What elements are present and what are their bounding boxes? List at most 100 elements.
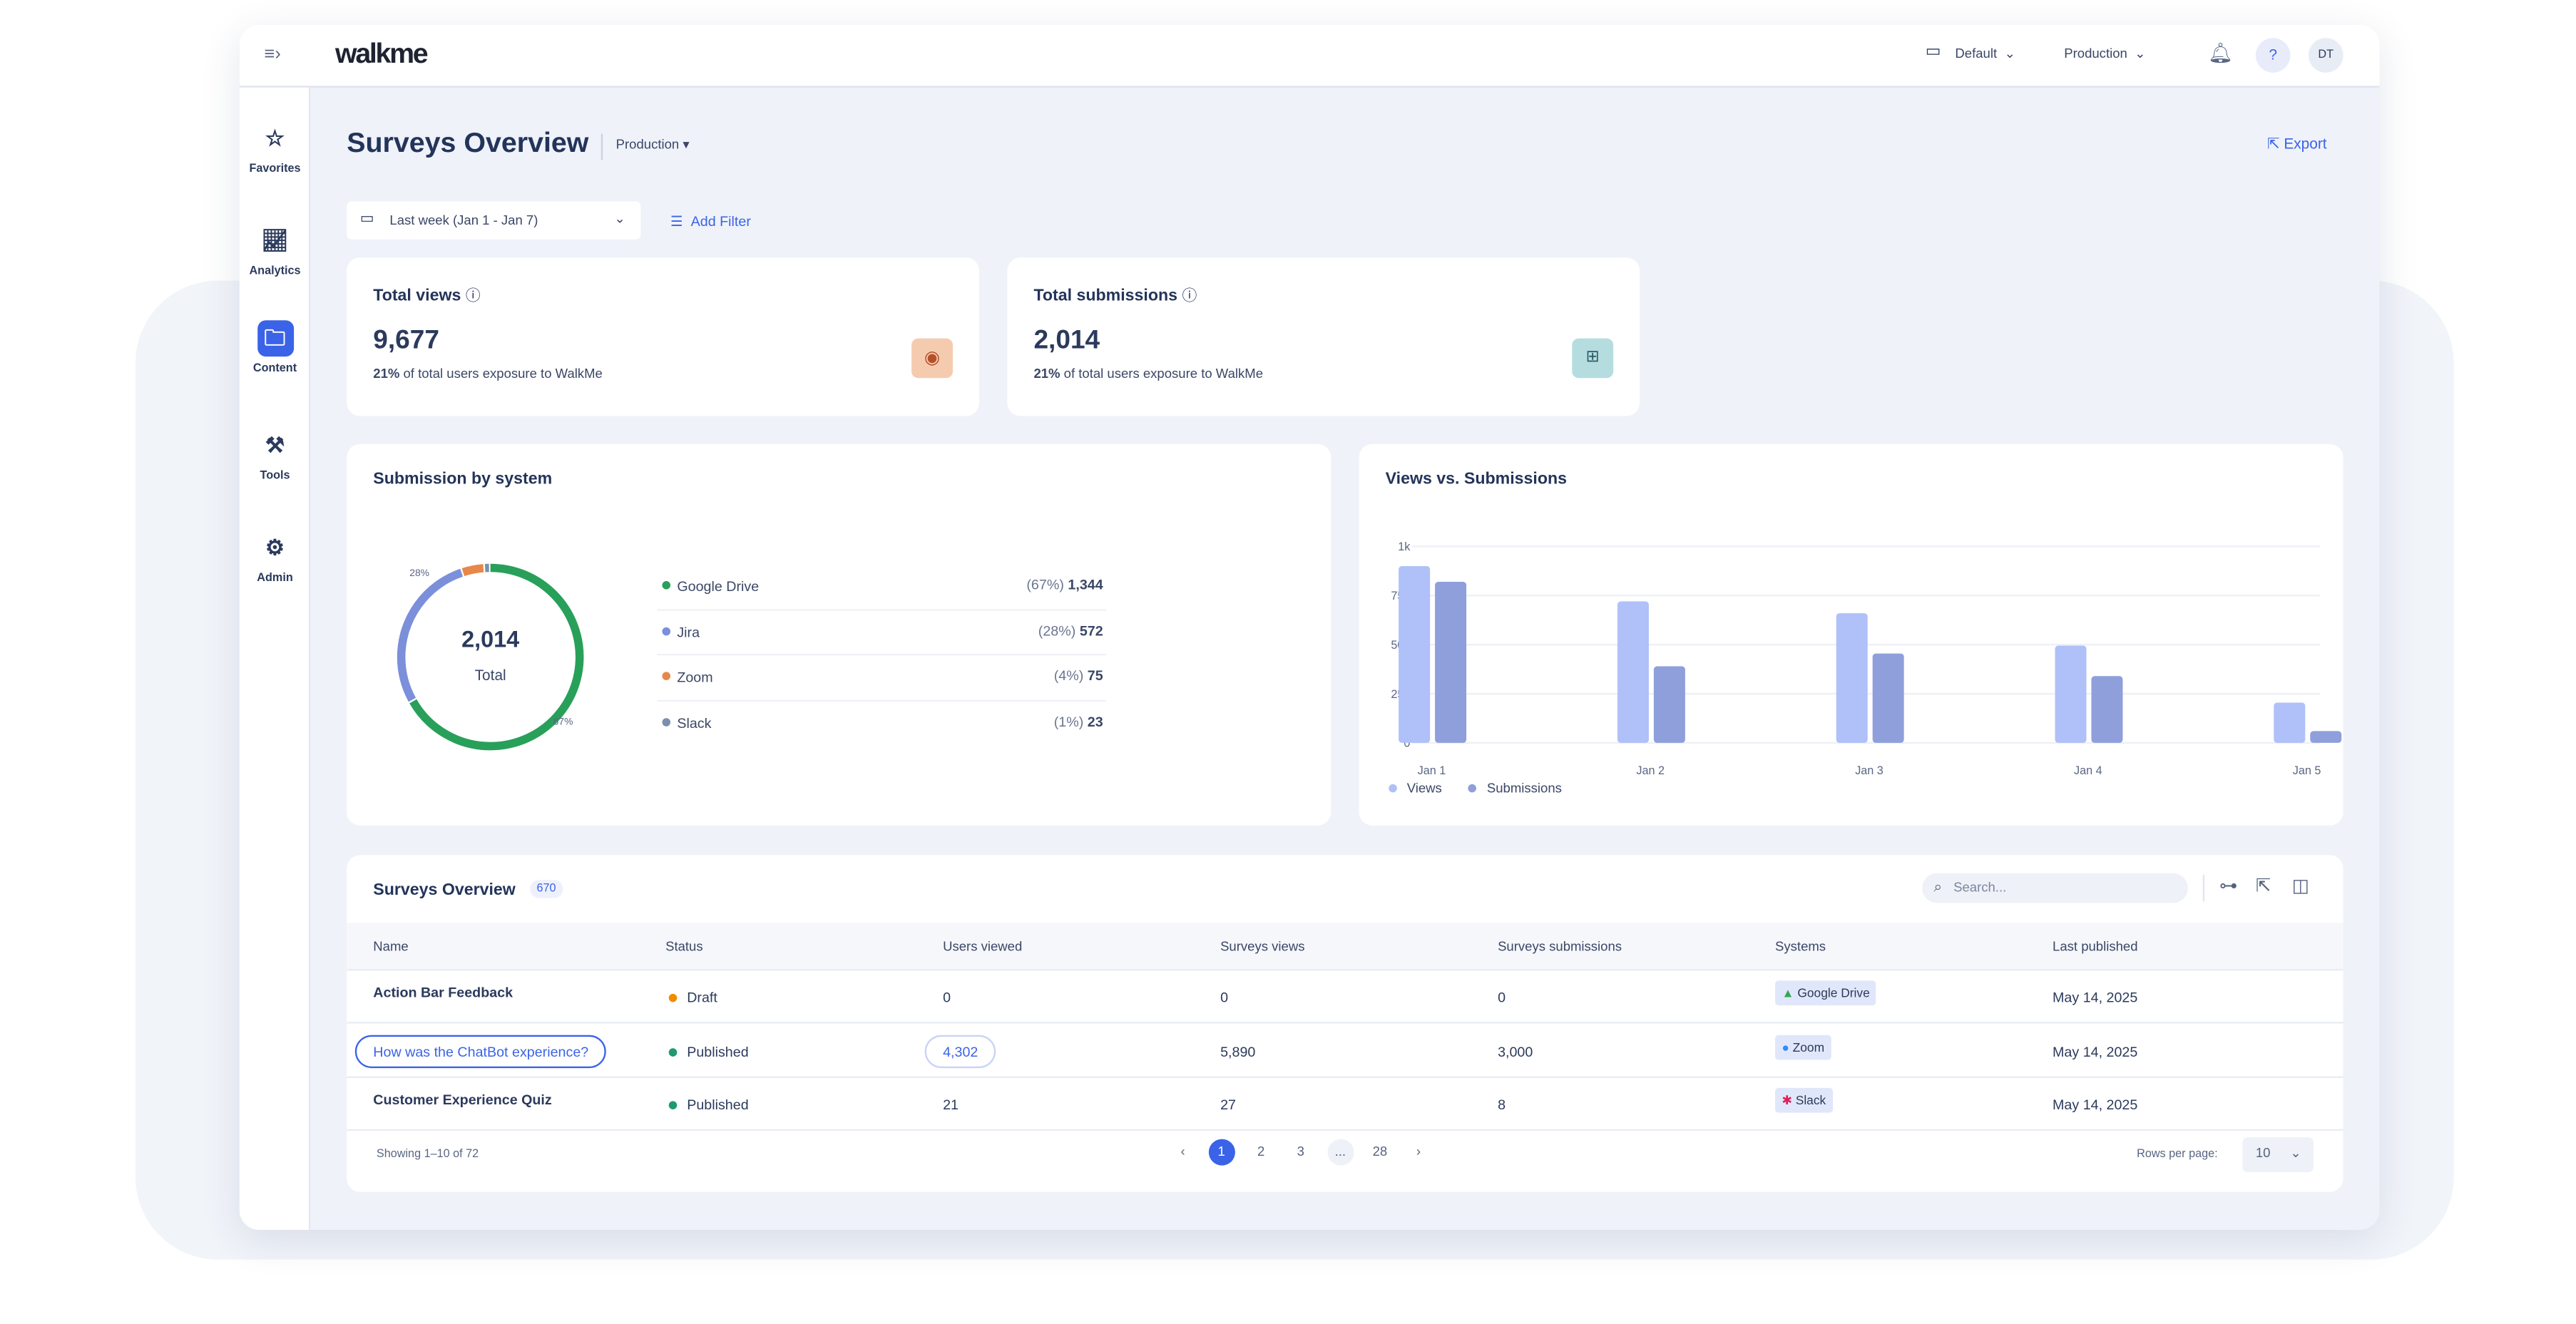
system-label: Slack <box>1795 1092 1826 1108</box>
status-dot <box>668 994 678 1003</box>
bar-views-jan-5[interactable] <box>2274 702 2306 743</box>
last-published: May 14, 2025 <box>2053 988 2138 1006</box>
survey-submissions: 3,000 <box>1498 1042 1533 1059</box>
environment-selector[interactable]: Production ⌄ <box>2064 46 2146 61</box>
divider <box>600 133 603 160</box>
status-label: Draft <box>687 988 717 1006</box>
page-28-button[interactable]: 28 <box>1372 1144 1388 1159</box>
bar-views-jan-3[interactable] <box>1836 613 1868 743</box>
legend-views[interactable]: Views <box>1389 781 1442 796</box>
help-button[interactable]: ? <box>2255 38 2291 73</box>
sidebar-item-content[interactable]: 🗀 Content <box>240 320 311 375</box>
status-badge: Draft <box>668 988 717 1006</box>
sidebar-label: Analytics <box>249 265 301 277</box>
rows-per-page-select[interactable]: 10 ⌄ <box>2242 1137 2314 1172</box>
kpi-value: 9,677 <box>373 327 440 355</box>
pagination: ‹ 1 2 3... 28 › <box>1181 1139 1421 1166</box>
star-icon: ☆ <box>265 125 285 150</box>
table-row[interactable]: Action Bar Feedback Draft 0 0 0 ▲ Google Driv… <box>347 970 2344 1024</box>
folder-icon: 🗀 <box>257 320 293 357</box>
add-filter-button[interactable]: ☰ Add Filter <box>670 213 751 231</box>
page-3-button[interactable]: 3 <box>1297 1144 1304 1159</box>
column-header[interactable]: Status <box>665 939 703 955</box>
date-range-picker[interactable]: ▭ Last week (Jan 1 - Jan 7) ⌄ <box>347 201 641 240</box>
menu-toggle-icon[interactable]: ≡› <box>264 44 281 65</box>
donut-total: 2,014 <box>461 625 520 652</box>
column-header[interactable]: Surveys submissions <box>1498 939 1622 955</box>
legend-pct: (67%) <box>1026 576 1064 593</box>
slack-icon: ✱ <box>1782 1092 1792 1108</box>
view-selector[interactable]: Default ⌄ <box>1955 46 2015 61</box>
legend-value: 75 <box>1087 667 1103 684</box>
export-icon[interactable]: ⇱ <box>2255 876 2271 897</box>
search-placeholder: Search... <box>1953 880 2007 895</box>
table-row[interactable]: Customer Experience Quiz Published 21 27 8 ✱ … <box>347 1078 2344 1131</box>
bar-submissions-jan-3[interactable] <box>1872 653 1904 743</box>
bar-submissions-jan-2[interactable] <box>1653 666 1685 743</box>
info-icon[interactable]: ⓘ <box>465 287 481 304</box>
survey-name[interactable]: Customer Experience Quiz <box>373 1091 552 1108</box>
legend-pct: (4%) <box>1053 667 1084 684</box>
hierarchy-icon[interactable]: ⊶ <box>2219 876 2238 897</box>
users-viewed-link[interactable]: 4,302 <box>924 1034 996 1067</box>
sidebar-item-tools[interactable]: ⚒ Tools <box>240 428 311 482</box>
bar-submissions-jan-1[interactable] <box>1435 581 1467 743</box>
walkme-logo[interactable]: walkme <box>335 38 429 71</box>
table-row[interactable]: How was the ChatBot experience? Published… <box>347 1025 2344 1077</box>
status-dot <box>668 1047 678 1057</box>
bell-icon[interactable]: 🔔︎ <box>2207 41 2233 65</box>
kpi-title: Total views ⓘ <box>373 284 480 305</box>
bar-views-jan-1[interactable] <box>1399 565 1431 743</box>
column-header[interactable]: Last published <box>2053 939 2138 955</box>
sidebar-item-admin[interactable]: ⚙ Admin <box>240 530 311 584</box>
page-1-button[interactable]: 1 <box>1208 1139 1235 1166</box>
calculator-icon: ⊞ <box>1572 338 1614 379</box>
bar-submissions-jan-4[interactable] <box>2091 676 2123 743</box>
prev-page-icon[interactable]: ‹ <box>1180 1144 1185 1159</box>
donut-slice-google-drive[interactable] <box>397 563 584 751</box>
column-header[interactable]: Users viewed <box>943 939 1023 955</box>
kpi-pct: 21% <box>1033 366 1060 381</box>
donut-slice-jira[interactable] <box>397 563 584 751</box>
sidebar-item-favorites[interactable]: ☆ Favorites <box>240 120 311 175</box>
columns-icon[interactable]: ◫ <box>2291 876 2309 897</box>
page-ellipsis-button[interactable]: ... <box>1327 1139 1354 1166</box>
column-header[interactable]: Name <box>373 939 409 955</box>
bar-views-jan-4[interactable] <box>2055 645 2087 743</box>
tools-icon: ⚒ <box>265 432 285 458</box>
legend-item: Zoom (4%) 75 <box>657 655 1107 701</box>
bar-submissions-jan-5[interactable] <box>2310 731 2342 743</box>
legend-label: Jira <box>677 623 700 640</box>
column-header[interactable]: Surveys views <box>1220 939 1305 955</box>
avatar[interactable]: DT <box>2308 38 2344 73</box>
legend-dot <box>662 717 671 726</box>
rows-per-page-label: Rows per page: <box>2137 1149 2218 1161</box>
column-header[interactable]: Systems <box>1775 939 1826 955</box>
legend-submissions[interactable]: Submissions <box>1468 781 1562 796</box>
kpi-value: 2,014 <box>1033 327 1100 355</box>
last-published: May 14, 2025 <box>2053 1096 2138 1113</box>
chevron-down-icon: ⌄ <box>2290 1145 2301 1161</box>
next-page-icon[interactable]: › <box>1416 1144 1421 1159</box>
survey-name-link[interactable]: How was the ChatBot experience? <box>354 1034 607 1067</box>
page-2-button[interactable]: 2 <box>1257 1144 1265 1159</box>
page-env-dropdown[interactable]: Production ▾ <box>615 137 690 153</box>
legend-dot <box>662 626 671 635</box>
status-badge: Published <box>668 1042 749 1059</box>
info-icon[interactable]: ⓘ <box>1182 287 1197 304</box>
kpi-title-text: Total views <box>373 287 461 306</box>
system-label: Zoom <box>1792 1039 1825 1054</box>
sidebar-item-analytics[interactable]: 📈︎ Analytics <box>240 223 311 277</box>
export-label: Export <box>2284 135 2327 153</box>
legend-value: 572 <box>1079 621 1103 638</box>
export-button[interactable]: ⇱ Export <box>2267 135 2327 153</box>
bar-views-jan-2[interactable] <box>1617 601 1649 743</box>
legend-label: Zoom <box>677 668 713 685</box>
system-chip: ✱ Slack <box>1775 1087 1833 1113</box>
google-drive-icon: ▲ <box>1782 985 1794 1001</box>
legend-pct: (28%) <box>1038 621 1076 638</box>
sidebar-label: Admin <box>257 573 293 585</box>
search-input[interactable]: ⌕ Search... <box>1922 873 2188 903</box>
y-tick-label: 1k <box>1398 540 1411 553</box>
survey-name[interactable]: Action Bar Feedback <box>373 983 513 1001</box>
